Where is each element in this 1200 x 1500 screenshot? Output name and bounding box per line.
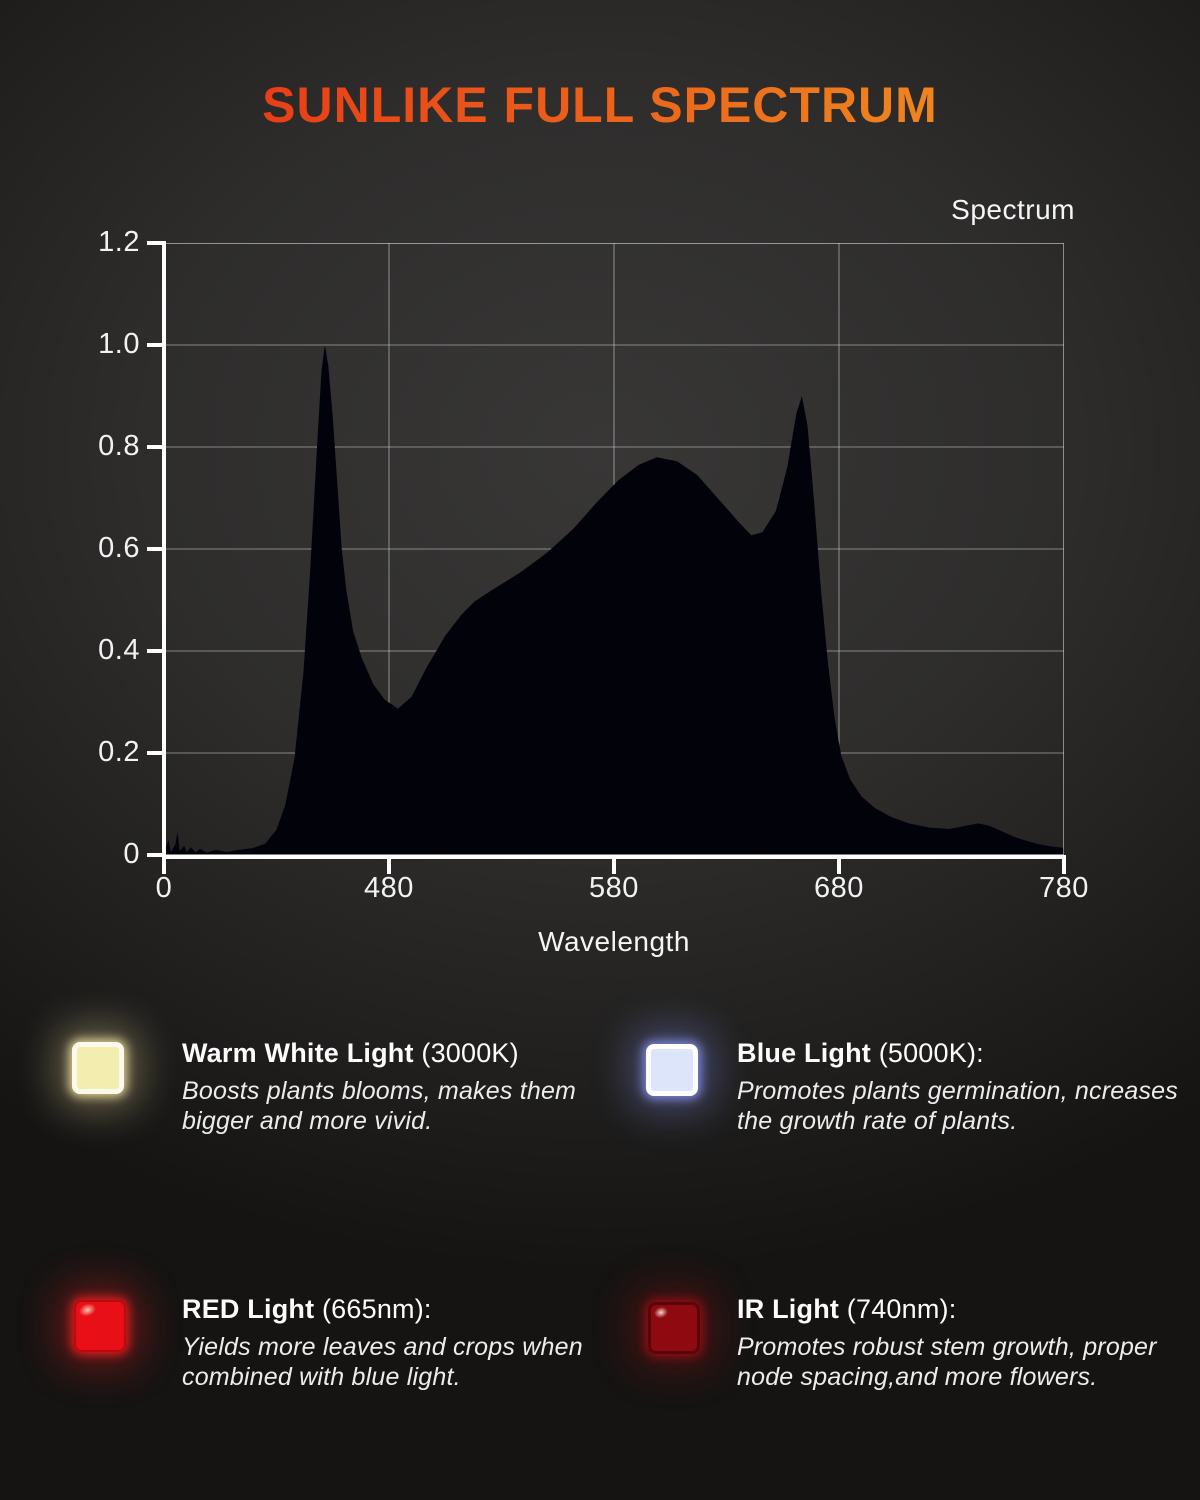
callout-red-light-text: RED Light (665nm): Yields more leaves an…: [182, 1294, 612, 1392]
y-tick-label: 0.4: [98, 634, 140, 666]
blue-led-icon: [646, 1044, 698, 1096]
y-tick-label: 1.2: [98, 226, 140, 258]
x-tick-label: 580: [589, 872, 639, 904]
red-led-icon: [74, 1300, 126, 1352]
page-title: SUNLIKE FULL SPECTRUM: [0, 76, 1200, 134]
x-tick-label: 780: [1039, 872, 1089, 904]
callout-description: Promotes plants germination, ncreases th…: [737, 1077, 1178, 1135]
x-axis-tick: [1062, 859, 1066, 874]
warm-white-led-icon: [72, 1042, 124, 1094]
y-axis-tick: [147, 445, 162, 449]
y-axis-line: [162, 241, 166, 859]
x-axis-tick: [612, 859, 616, 874]
chart-legend-label: Spectrum: [951, 194, 1075, 225]
x-tick-label: 680: [814, 872, 864, 904]
x-axis-tick: [162, 859, 166, 874]
y-tick-label: 0.6: [98, 532, 140, 564]
y-axis-tick: [147, 751, 162, 755]
y-axis-tick: [147, 241, 162, 245]
callout-heading: Warm White Light (3000K): [182, 1038, 519, 1068]
callout-ir-light-text: IR Light (740nm): Promotes robust stem g…: [737, 1294, 1192, 1392]
callout-heading: RED Light (665nm):: [182, 1294, 432, 1324]
callout-blue-light-text: Blue Light (5000K): Promotes plants germ…: [737, 1038, 1192, 1136]
callout-heading: IR Light (740nm):: [737, 1294, 957, 1324]
x-axis-tick: [837, 859, 841, 874]
y-tick-label: 0: [123, 838, 140, 870]
x-axis-line: [162, 855, 1066, 859]
y-tick-label: 1.0: [98, 328, 140, 360]
y-axis-tick: [147, 649, 162, 653]
spectrum-curve: [164, 345, 1064, 855]
x-tick-label: 480: [364, 872, 414, 904]
x-tick-label: 0: [155, 872, 173, 904]
callout-heading: Blue Light (5000K):: [737, 1038, 984, 1068]
callout-warm-white-text: Warm White Light (3000K) Boosts plants b…: [182, 1038, 612, 1136]
y-axis-tick: [147, 343, 162, 347]
x-axis-tick: [387, 859, 391, 874]
y-axis-tick: [147, 547, 162, 551]
x-axis-title: Wavelength: [538, 926, 690, 957]
y-axis-tick: [147, 853, 162, 857]
callout-description: Yields more leaves and crops when combin…: [182, 1333, 583, 1391]
spectrum-chart-svg: [164, 243, 1064, 855]
callout-description: Boosts plants blooms, makes them bigger …: [182, 1077, 577, 1135]
y-tick-label: 0.2: [98, 736, 140, 768]
y-tick-label: 0.8: [98, 430, 140, 462]
callout-description: Promotes robust stem growth, proper node…: [737, 1333, 1157, 1391]
ir-led-icon: [648, 1302, 700, 1354]
